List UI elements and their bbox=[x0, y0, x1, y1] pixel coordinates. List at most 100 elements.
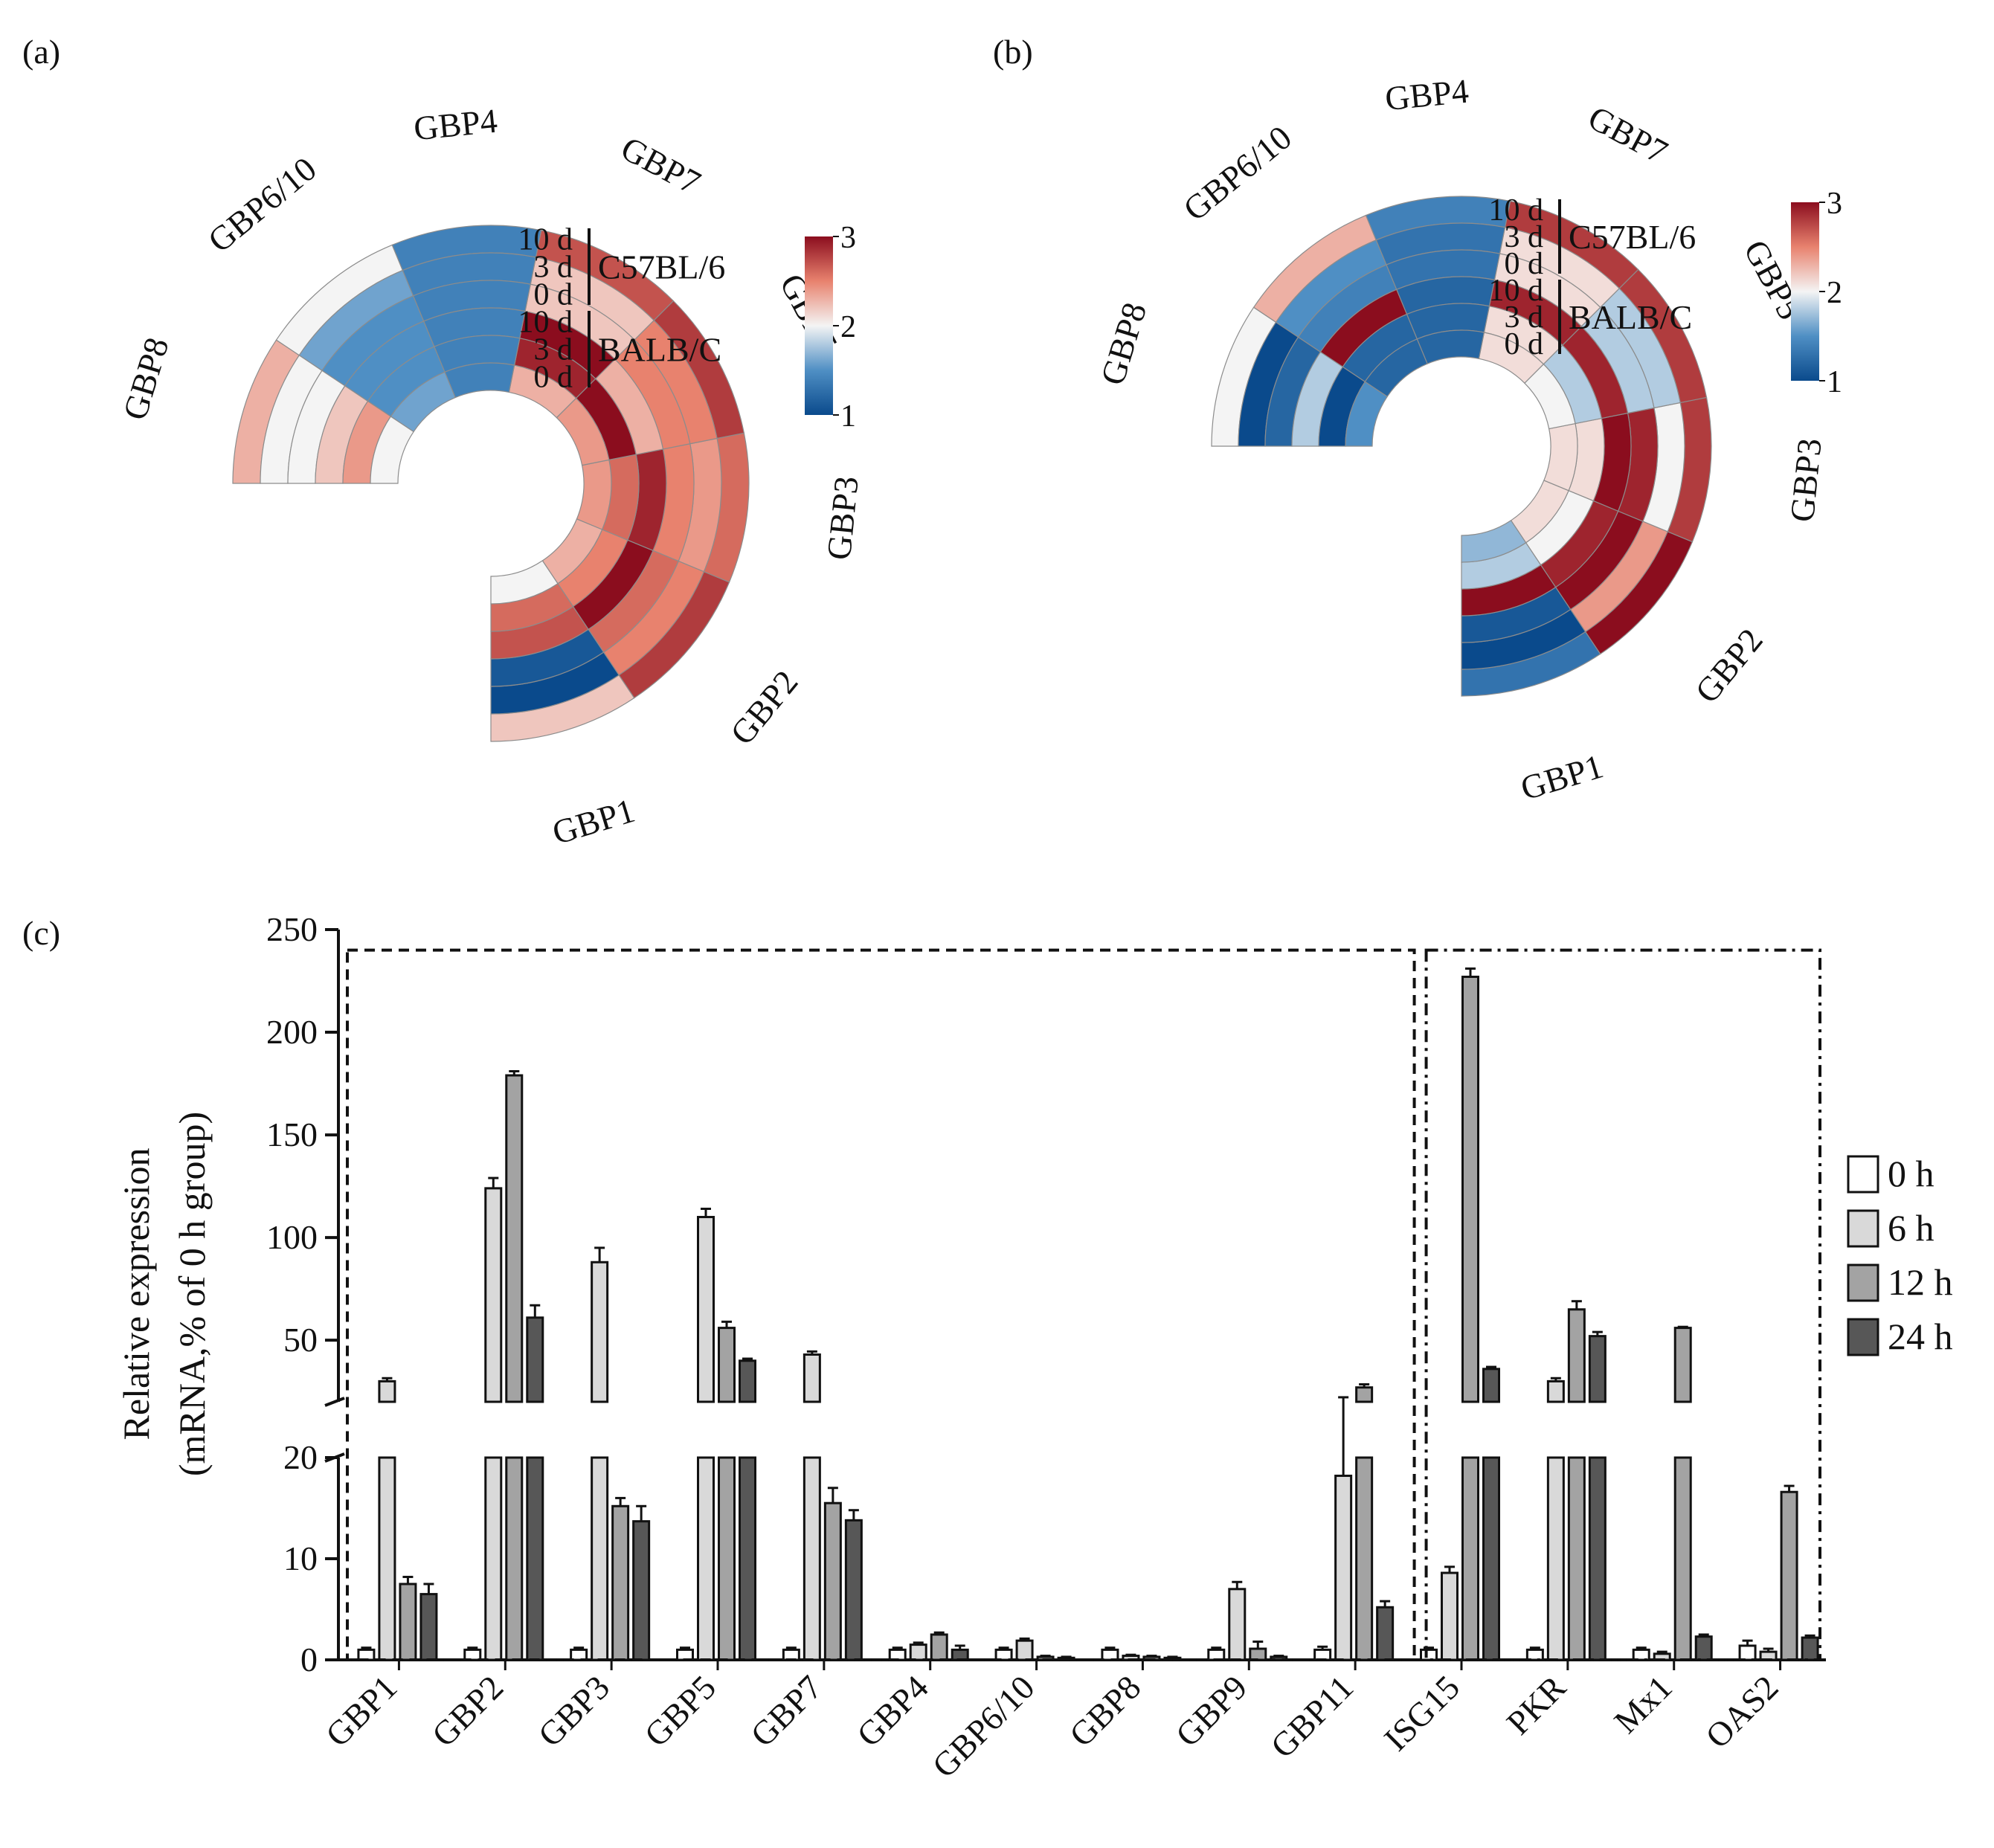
bar bbox=[1461, 976, 1479, 1403]
bar bbox=[1588, 1456, 1607, 1661]
ring-label: 3 d bbox=[1505, 300, 1544, 335]
colorbar-tick-label: 1 bbox=[1827, 365, 1842, 399]
bar bbox=[1355, 1386, 1374, 1403]
y-tick-label: 100 bbox=[266, 1218, 318, 1256]
colorbar-tick-label: 1 bbox=[840, 399, 856, 434]
colorbar bbox=[1791, 202, 1819, 381]
bar bbox=[1780, 1490, 1798, 1661]
bar bbox=[1632, 1648, 1650, 1661]
bar bbox=[378, 1456, 396, 1661]
bar bbox=[1441, 1571, 1458, 1661]
legend-swatch bbox=[1847, 1209, 1879, 1248]
heatmap-cell bbox=[370, 416, 414, 484]
gene-label: GBP8 bbox=[115, 333, 176, 424]
colorbar-tick-label: 2 bbox=[840, 310, 856, 344]
colorbar-tick-label: 3 bbox=[1827, 187, 1842, 221]
bar bbox=[1525, 1648, 1544, 1661]
x-tick-label: GBP1 bbox=[318, 1668, 405, 1754]
bar bbox=[632, 1520, 651, 1661]
bar bbox=[739, 1359, 756, 1403]
legend-swatch bbox=[1847, 1318, 1879, 1356]
panel-label-c: (c) bbox=[22, 914, 60, 952]
colorbar bbox=[805, 236, 833, 415]
legend-swatch bbox=[1847, 1263, 1879, 1302]
y-tick-label: 0 bbox=[300, 1641, 318, 1678]
panel-label-a: (a) bbox=[22, 33, 60, 71]
bar bbox=[484, 1456, 503, 1661]
bar bbox=[611, 1504, 630, 1661]
bar bbox=[1588, 1335, 1607, 1403]
x-tick-label: GBP11 bbox=[1264, 1668, 1361, 1765]
bar bbox=[718, 1327, 736, 1403]
x-tick-label: PKR bbox=[1499, 1668, 1574, 1742]
y-axis-label: Relative expression bbox=[115, 1148, 157, 1440]
bar bbox=[697, 1456, 715, 1661]
axis-break bbox=[324, 1397, 345, 1407]
y-tick-label: 200 bbox=[266, 1013, 318, 1051]
y-tick-label: 20 bbox=[283, 1438, 318, 1476]
heatmap-cell bbox=[576, 459, 612, 530]
ring-label: 10 d bbox=[518, 306, 573, 340]
group-label: BALB/C bbox=[598, 331, 721, 369]
bar bbox=[930, 1633, 948, 1661]
bar bbox=[1567, 1456, 1586, 1661]
ring-label: 10 d bbox=[1489, 274, 1544, 308]
bar bbox=[505, 1456, 524, 1661]
bar bbox=[591, 1456, 609, 1661]
bar bbox=[463, 1648, 482, 1661]
group-label: BALB/C bbox=[1569, 298, 1692, 336]
bar bbox=[1673, 1456, 1692, 1661]
ring-label: 3 d bbox=[534, 251, 573, 285]
bar bbox=[1207, 1648, 1226, 1661]
gene-label: GBP2 bbox=[1688, 621, 1770, 709]
bar bbox=[803, 1456, 821, 1661]
x-tick-label: GBP5 bbox=[637, 1668, 723, 1754]
bar bbox=[1249, 1647, 1267, 1661]
panel-label-b: (b) bbox=[993, 33, 1033, 71]
gene-label: GBP8 bbox=[1093, 298, 1154, 389]
ring-label: 3 d bbox=[534, 333, 573, 367]
gene-label: GBP7 bbox=[615, 129, 707, 202]
ring-label: 0 d bbox=[534, 361, 573, 395]
bar bbox=[357, 1648, 376, 1661]
bar bbox=[484, 1187, 503, 1403]
axis-break bbox=[324, 1452, 345, 1463]
x-tick-label: OAS2 bbox=[1698, 1668, 1785, 1755]
dashed-box bbox=[346, 948, 1416, 1661]
panel-c-bar-chart: 0 10 20 50 100 150 200 250 Relative expression (m… bbox=[115, 910, 1953, 1785]
bar bbox=[1376, 1606, 1395, 1661]
bar bbox=[1738, 1644, 1757, 1661]
bar bbox=[909, 1643, 927, 1661]
x-tick-label: GBP3 bbox=[531, 1668, 617, 1754]
gene-label: GBP7 bbox=[1582, 98, 1673, 171]
bar bbox=[1673, 1327, 1692, 1403]
heatmap-cell bbox=[444, 362, 515, 399]
y-tick-label: 10 bbox=[283, 1539, 318, 1577]
legend-label: 24 h bbox=[1888, 1316, 1953, 1357]
legend-label: 0 h bbox=[1888, 1153, 1934, 1194]
gene-label: GBP1 bbox=[548, 791, 639, 851]
bar bbox=[676, 1648, 694, 1661]
bar bbox=[1546, 1456, 1565, 1661]
gene-label: GBP3 bbox=[820, 474, 866, 561]
bar bbox=[1334, 1474, 1353, 1661]
ring-label: 0 d bbox=[1505, 247, 1544, 281]
bar bbox=[1694, 1635, 1713, 1661]
bar bbox=[1567, 1308, 1586, 1403]
x-tick-label: GBP9 bbox=[1168, 1668, 1255, 1754]
ring-label: 0 d bbox=[1505, 327, 1544, 361]
x-tick-label: ISG15 bbox=[1377, 1668, 1467, 1758]
heatmap-cell bbox=[1345, 381, 1389, 447]
bar bbox=[1801, 1636, 1819, 1661]
bar bbox=[1482, 1456, 1500, 1661]
bar bbox=[1313, 1648, 1332, 1661]
dash-dot-box bbox=[1424, 948, 1821, 1661]
bar bbox=[1461, 1456, 1479, 1661]
x-tick-label: GBP6/10 bbox=[924, 1668, 1041, 1785]
ring-label: 10 d bbox=[1489, 193, 1544, 228]
ring-label: 3 d bbox=[1505, 220, 1544, 254]
bar bbox=[505, 1074, 524, 1403]
